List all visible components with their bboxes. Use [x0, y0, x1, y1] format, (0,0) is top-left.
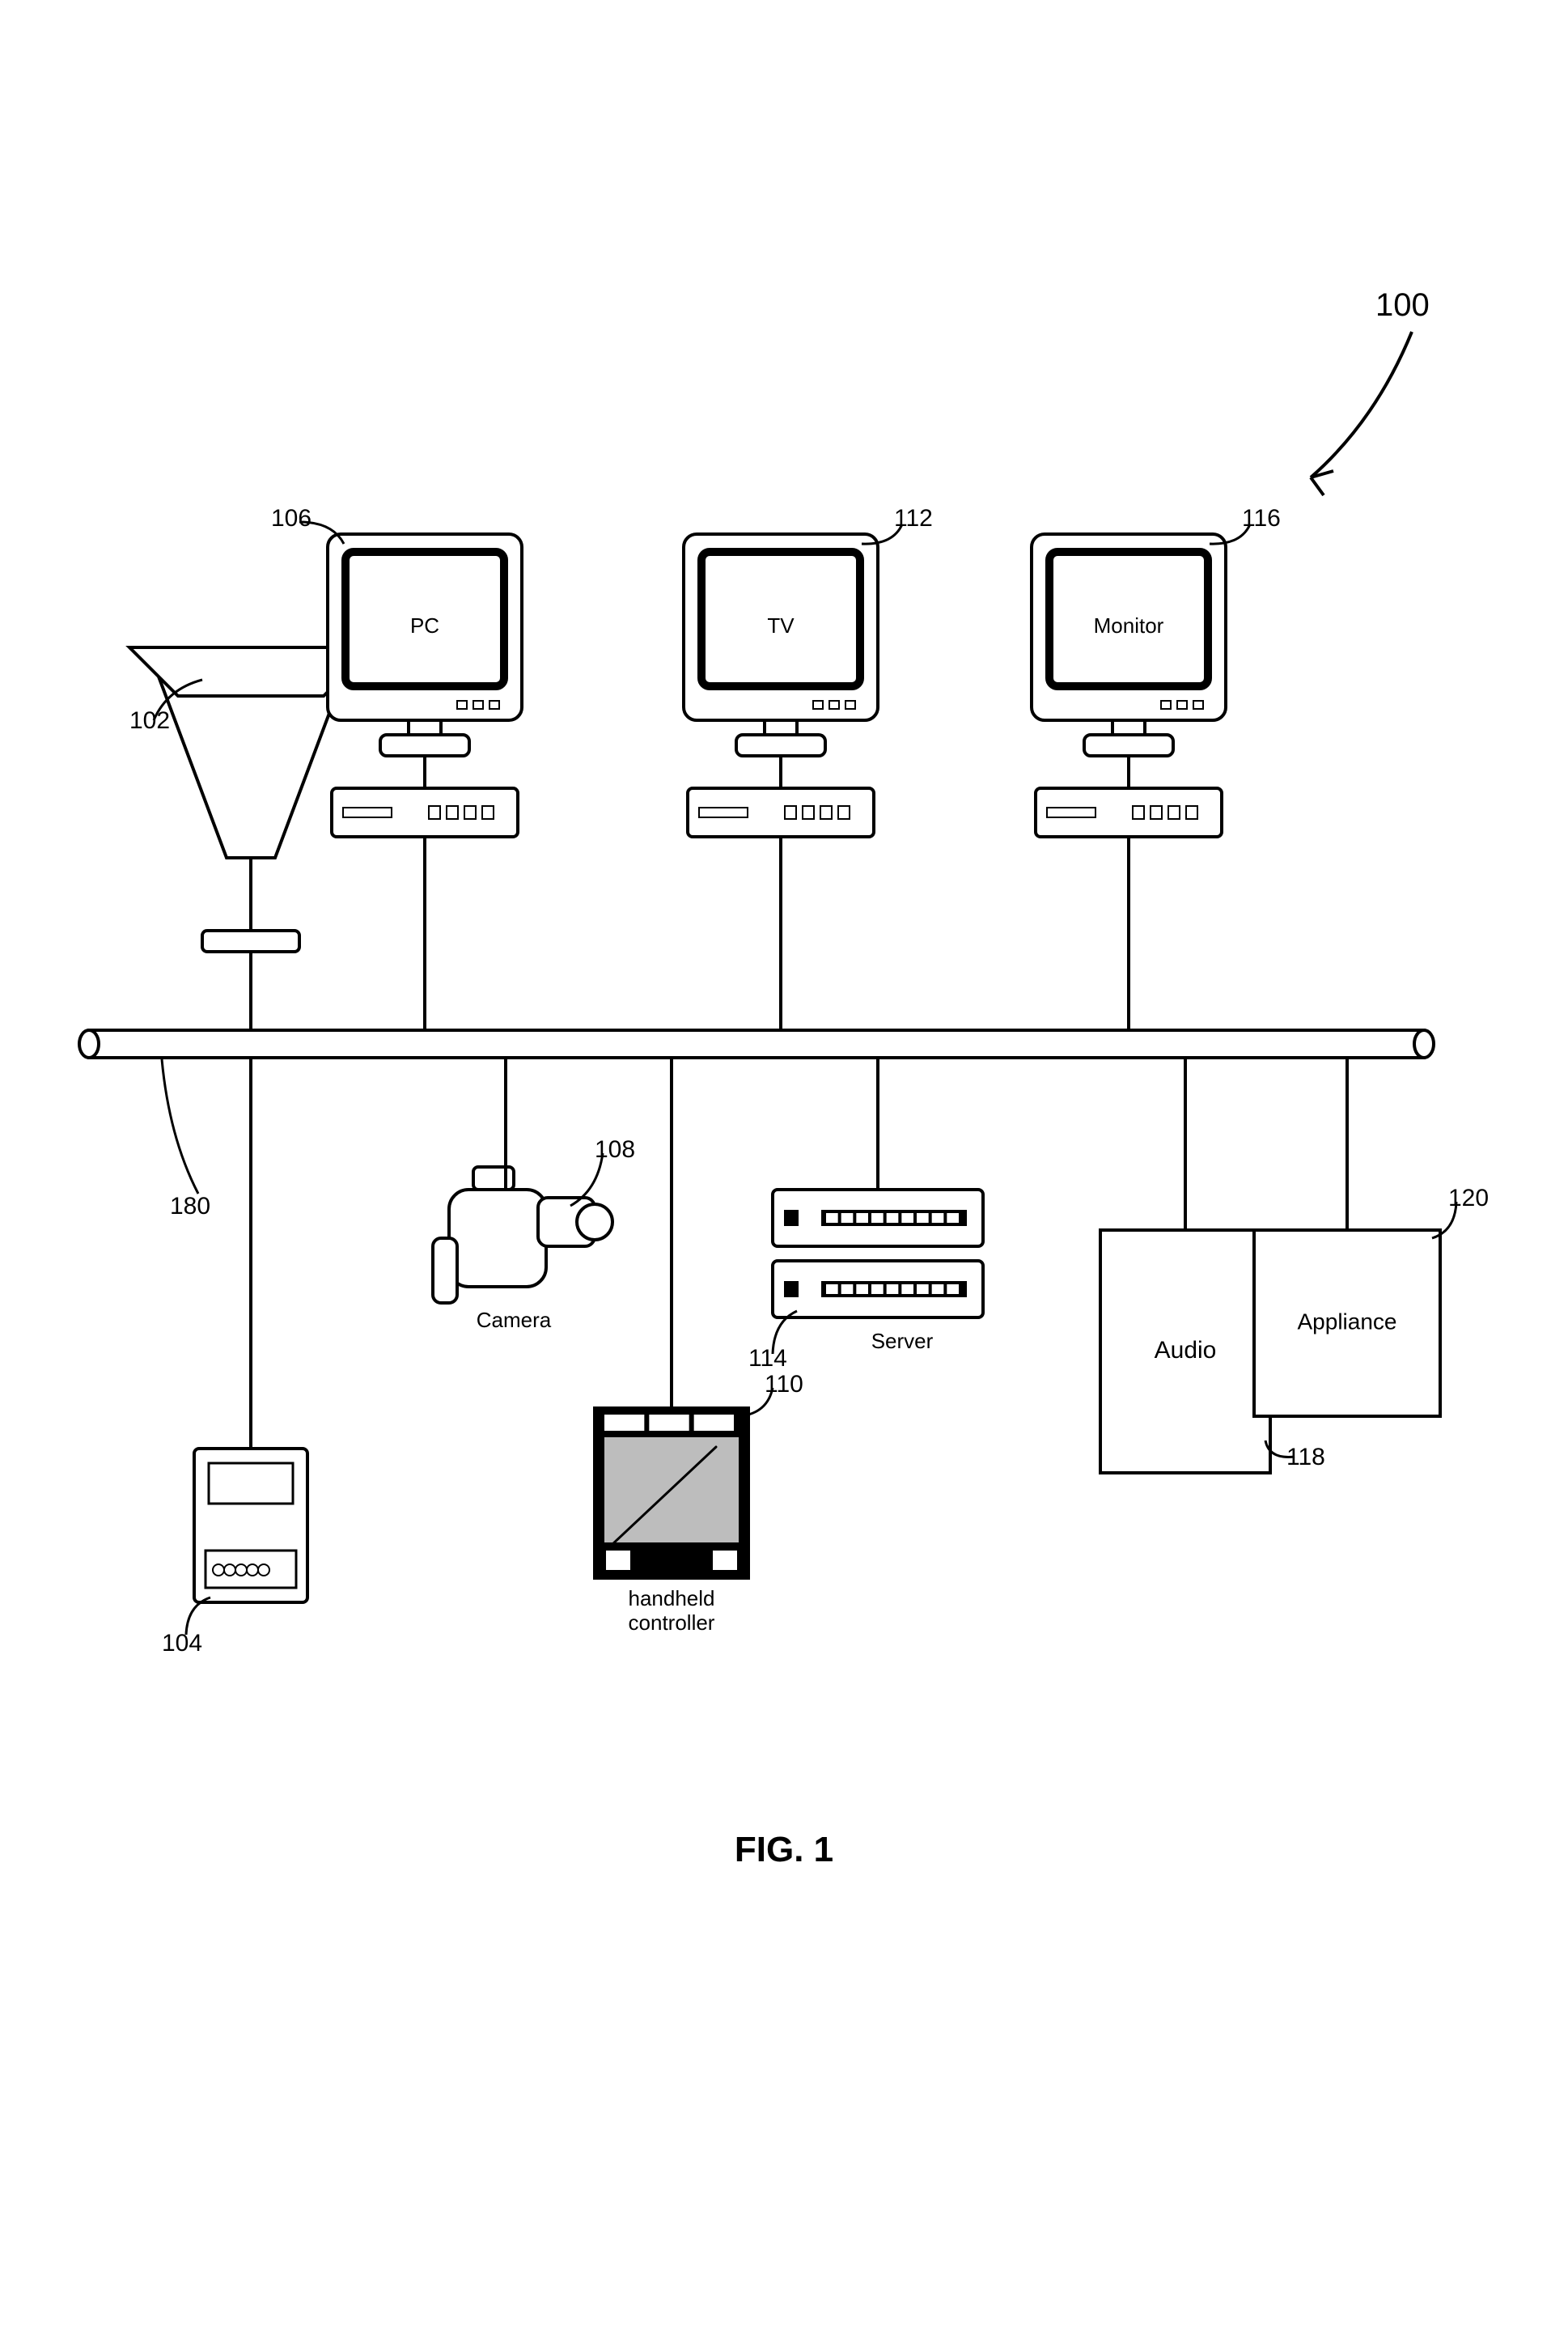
appliance-ref: 120: [1448, 1185, 1489, 1211]
server-label: Server: [871, 1329, 934, 1353]
pc-device: PC: [328, 534, 522, 756]
tv-label: TV: [767, 613, 795, 638]
handheld-label-2: controller: [629, 1610, 715, 1635]
system-ref: 100: [1375, 287, 1430, 323]
set-top-box: [688, 788, 874, 837]
camera-device: [433, 1167, 612, 1303]
bus-ref: 180: [170, 1193, 210, 1220]
figure-label: FIG. 1: [735, 1830, 833, 1869]
phone-device: [194, 1449, 307, 1602]
pc-ref: 106: [271, 505, 311, 532]
tv-device: TV: [684, 534, 878, 756]
monitor-label: Monitor: [1094, 613, 1164, 638]
server-device: [773, 1190, 983, 1317]
phone-ref: 104: [162, 1630, 202, 1657]
handheld-label-1: handheld: [629, 1586, 715, 1610]
audio-label: Audio: [1155, 1337, 1217, 1364]
handheld-controller: [595, 1408, 748, 1578]
monitor-device: Monitor: [1032, 534, 1226, 756]
camera-label: Camera: [477, 1308, 552, 1332]
network-bus: [79, 1030, 1434, 1058]
set-top-box: [1036, 788, 1222, 837]
satellite-ref: 102: [129, 707, 170, 734]
appliance-label: Appliance: [1298, 1309, 1397, 1334]
pc-label: PC: [410, 613, 439, 638]
set-top-box: [332, 788, 518, 837]
server-ref: 114: [748, 1345, 787, 1372]
